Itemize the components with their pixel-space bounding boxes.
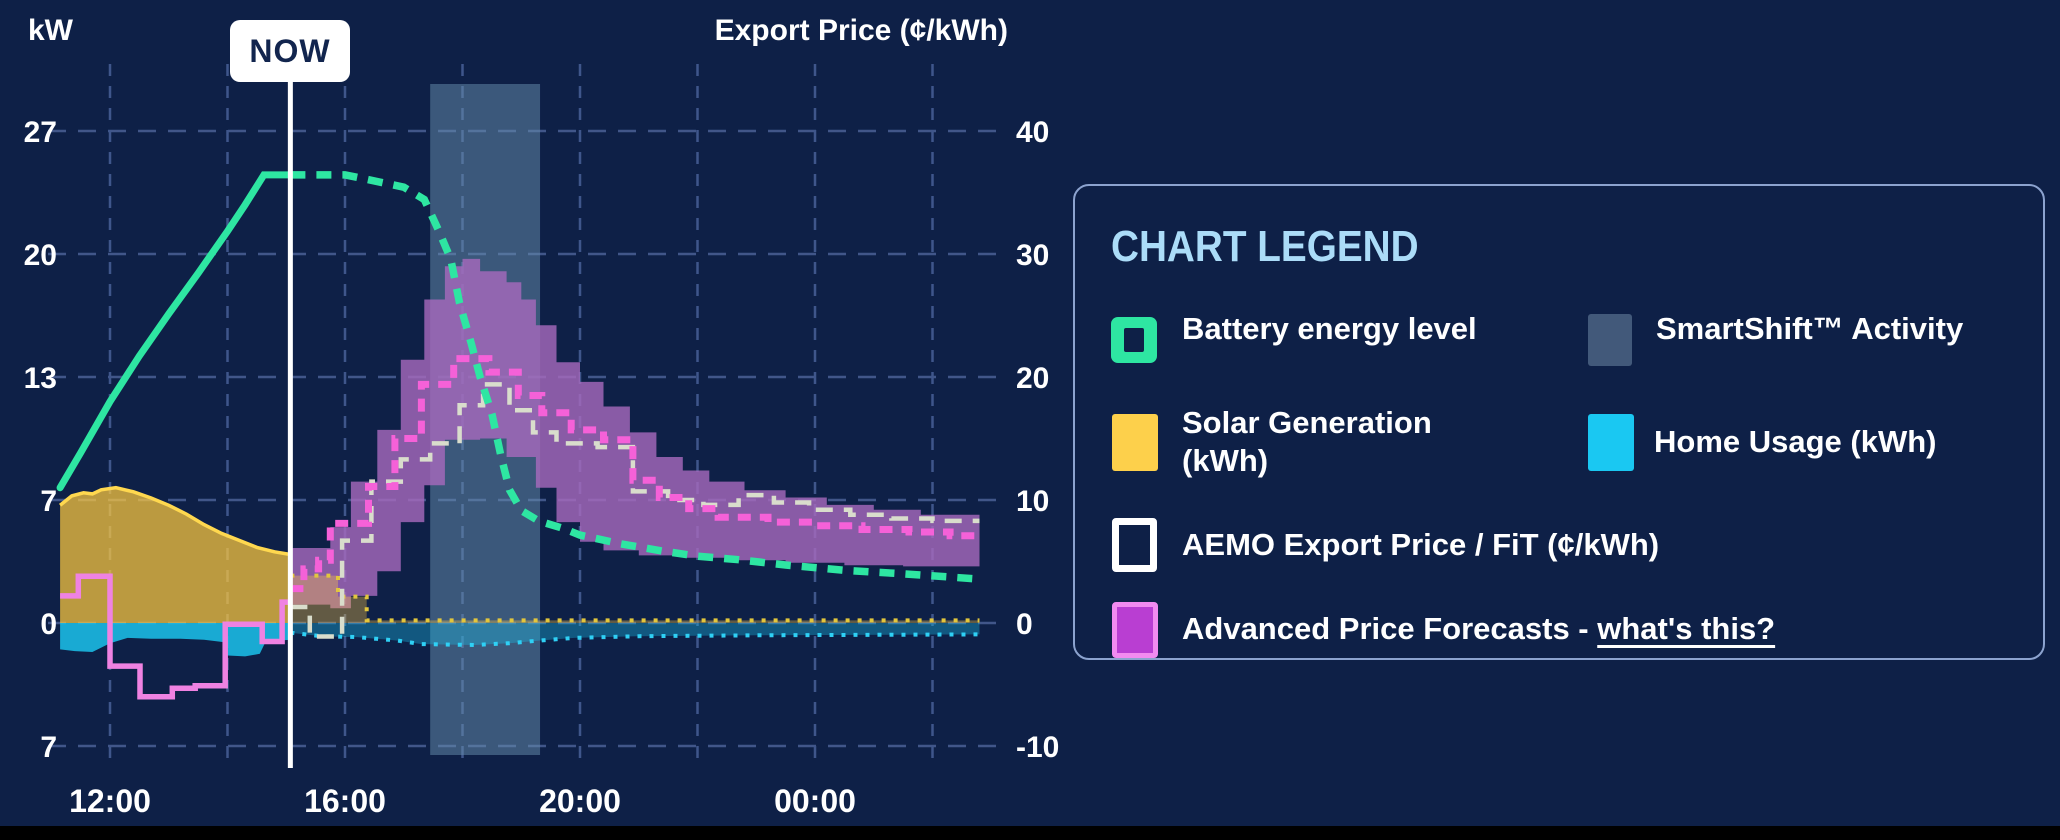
legend-item-home-usage: Home Usage (kWh): [1654, 424, 1937, 459]
left-axis-tick: 7: [40, 731, 57, 764]
legend-item-smartshift: SmartShift™ Activity: [1656, 311, 1964, 346]
advanced-forecast-swatch-icon: [1112, 602, 1158, 658]
aemo-price-actual-line: [60, 573, 291, 700]
legend-title: CHART LEGEND: [1111, 222, 1419, 271]
whats-this-link[interactable]: what's this?: [1597, 611, 1776, 646]
legend-item-aemo-price: AEMO Export Price / FiT (¢/kWh): [1182, 527, 1660, 562]
left-axis-tick: 27: [24, 116, 57, 149]
battery-swatch-icon: [1111, 317, 1157, 363]
home-usage-area: [60, 623, 291, 657]
aemo-price-swatch-icon: [1112, 518, 1157, 572]
aemo-forecast-line: [290, 382, 980, 639]
bottom-black-bar: [0, 826, 2060, 840]
left-axis-tick: 7: [40, 485, 57, 518]
battery-level-forecast-line: [290, 171, 980, 583]
solar-forecast-area: [290, 575, 980, 623]
legend-item-solar-line1: Solar Generation: [1182, 405, 1432, 440]
solar-generation-edge: [59, 485, 291, 557]
solar-generation-area: [60, 487, 291, 623]
x-axis-tick: 12:00: [69, 783, 151, 819]
left-axis-title: kW: [28, 14, 73, 47]
battery-swatch-hole: [1124, 328, 1144, 352]
right-axis-tick: 10: [1016, 485, 1049, 518]
left-axis-tick: 13: [24, 362, 57, 395]
legend-item-solar: Solar Generation (kWh): [1182, 404, 1432, 480]
battery-level-actual-line: [56, 171, 294, 492]
legend-item-solar-line2: (kWh): [1182, 443, 1269, 478]
right-axis-tick: 20: [1016, 362, 1049, 395]
home-usage-swatch-icon: [1588, 414, 1634, 471]
x-axis-tick: 00:00: [774, 783, 856, 819]
left-axis-tick: 20: [24, 239, 57, 272]
legend-item-advanced-forecasts: Advanced Price Forecasts - what's this?: [1182, 606, 1775, 652]
solar-swatch-icon: [1112, 414, 1158, 471]
left-axis-tick: 0: [40, 608, 57, 641]
price-forecast-band: [290, 258, 980, 609]
solar-forecast-dotted-line: [290, 573, 980, 623]
legend-item-battery: Battery energy level: [1182, 311, 1477, 346]
smartshift-swatch-icon: [1588, 314, 1632, 366]
right-axis-tick: -10: [1016, 731, 1059, 764]
right-axis-title: Export Price (¢/kWh): [714, 14, 1008, 47]
chart-legend-panel: CHART LEGEND Battery energy level SmartS…: [1073, 184, 2045, 660]
now-badge: NOW: [230, 20, 350, 82]
right-axis-tick: 0: [1016, 608, 1033, 641]
price-forecast-median-line: [290, 355, 980, 593]
x-axis-tick: 20:00: [539, 783, 621, 819]
x-axis-tick: 16:00: [304, 783, 386, 819]
right-axis-tick: 30: [1016, 239, 1049, 272]
advanced-forecasts-text: Advanced Price Forecasts -: [1182, 611, 1598, 646]
right-axis-tick: 40: [1016, 116, 1049, 149]
usage-forecast-area: [290, 623, 980, 645]
usage-forecast-dotted-line: [290, 630, 980, 648]
